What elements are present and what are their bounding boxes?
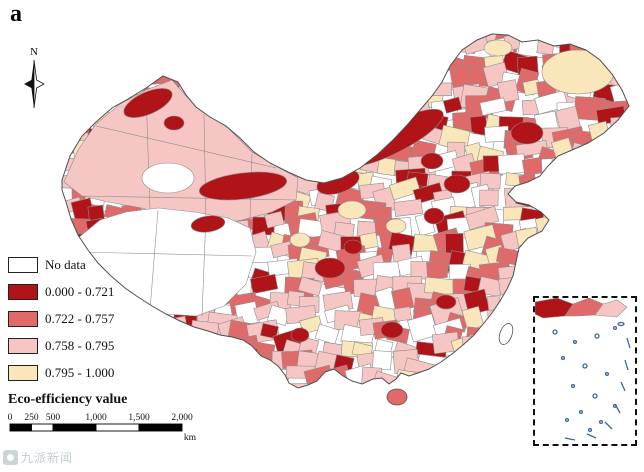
- legend-item: 0.000 - 0.721: [8, 284, 127, 300]
- watermark-logo-icon: [3, 450, 18, 465]
- map-region-patches: [63, 39, 615, 343]
- scale-tick-label: 1,000: [85, 413, 107, 423]
- legend-item-label: 0.795 - 1.000: [45, 365, 115, 380]
- north-arrow-icon-outline: [33, 59, 45, 109]
- south-china-sea-inset: [533, 296, 637, 446]
- legend-item-label: 0.000 - 0.721: [45, 284, 115, 299]
- panel-label: a: [10, 1, 22, 27]
- scale-tick-label: 2,000: [171, 413, 193, 423]
- scale-tick-label: 500: [46, 413, 61, 423]
- legend-item: No data: [8, 257, 127, 273]
- legend-swatch: [8, 365, 38, 381]
- legend-item: 0.722 - 0.757: [8, 311, 127, 327]
- scale-bar: 0 250 500 1,000 1,500 2,000 km: [8, 413, 197, 443]
- inset-map: [534, 297, 631, 441]
- watermark: 九派新闻: [3, 449, 73, 466]
- scale-tick-label: 250: [24, 413, 39, 423]
- china-outline: [61, 33, 630, 389]
- compass-north-label: N: [30, 46, 38, 58]
- legend: No data 0.000 - 0.721 0.722 - 0.757 0.75…: [8, 257, 127, 408]
- legend-swatch: [8, 257, 38, 273]
- legend-item-label: 0.758 - 0.795: [45, 338, 115, 353]
- legend-item-label: No data: [45, 257, 86, 272]
- north-arrow-icon: [24, 60, 34, 108]
- legend-item: 0.795 - 1.000: [8, 365, 127, 381]
- sea-islands: [552, 321, 631, 441]
- legend-item-label: 0.722 - 0.757: [45, 311, 115, 326]
- scale-unit-label: km: [184, 433, 197, 443]
- nine-dash-line: [564, 337, 631, 441]
- scale-bar-segments: [9, 423, 183, 432]
- compass: N: [24, 46, 45, 109]
- hainan-island: [386, 388, 408, 406]
- scale-tick-label: 1,500: [128, 413, 150, 423]
- legend-item: 0.758 - 0.795: [8, 338, 127, 354]
- inset-coast-patch: [594, 299, 628, 318]
- legend-title: Eco-efficiency value: [8, 392, 128, 407]
- legend-swatch: [8, 338, 38, 354]
- legend-swatch: [8, 311, 38, 327]
- watermark-text: 九派新闻: [21, 451, 74, 465]
- scale-bar-tick-labels: 0 250 500 1,000 1,500 2,000: [8, 413, 193, 423]
- scale-tick-label: 0: [8, 413, 13, 423]
- taiwan-island: [498, 323, 514, 345]
- legend-swatch: [8, 284, 38, 300]
